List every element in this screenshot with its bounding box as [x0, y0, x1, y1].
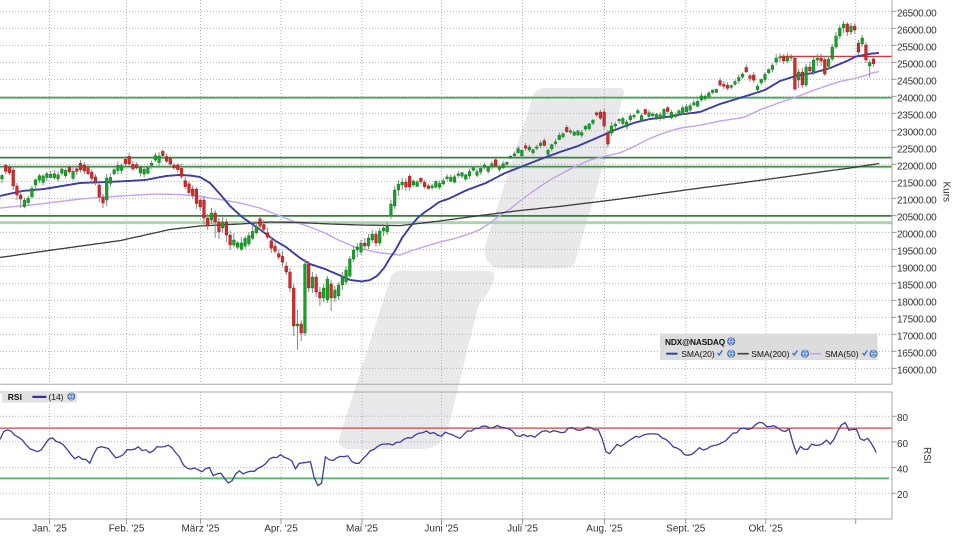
svg-text:25000.00: 25000.00 — [897, 59, 937, 70]
svg-text:Feb. '25: Feb. '25 — [109, 524, 145, 535]
svg-text:19500.00: 19500.00 — [897, 246, 937, 257]
svg-text:SMA(200): SMA(200) — [751, 349, 789, 359]
svg-text:Aug. '25: Aug. '25 — [586, 524, 623, 535]
svg-text:(14): (14) — [48, 392, 63, 402]
svg-text:80: 80 — [897, 413, 909, 424]
svg-text:21500.00: 21500.00 — [897, 178, 937, 189]
svg-text:Jan. '25: Jan. '25 — [32, 524, 67, 535]
svg-text:Sept. '25: Sept. '25 — [666, 524, 706, 535]
svg-text:Okt. '25: Okt. '25 — [749, 524, 784, 535]
svg-text:17000.00: 17000.00 — [897, 331, 937, 342]
svg-text:18000.00: 18000.00 — [897, 297, 937, 308]
svg-text:24000.00: 24000.00 — [897, 93, 937, 104]
svg-text:16500.00: 16500.00 — [897, 348, 937, 359]
svg-text:Apr. '25: Apr. '25 — [264, 524, 298, 535]
svg-text:23500.00: 23500.00 — [897, 110, 937, 121]
svg-text:24500.00: 24500.00 — [897, 76, 937, 87]
svg-text:SMA(20): SMA(20) — [681, 349, 715, 359]
svg-text:RSI: RSI — [921, 447, 932, 464]
svg-text:20000.00: 20000.00 — [897, 229, 937, 240]
svg-text:21000.00: 21000.00 — [897, 195, 937, 206]
svg-text:RSI: RSI — [8, 392, 22, 402]
svg-text:19000.00: 19000.00 — [897, 263, 937, 274]
svg-text:17500.00: 17500.00 — [897, 314, 937, 325]
svg-text:März '25: März '25 — [181, 524, 219, 535]
svg-text:26000.00: 26000.00 — [897, 25, 937, 36]
svg-text:60: 60 — [897, 439, 909, 450]
svg-text:NDX@NASDAQ: NDX@NASDAQ — [665, 337, 726, 347]
svg-text:20: 20 — [897, 490, 909, 501]
svg-text:Juni '25: Juni '25 — [424, 524, 459, 535]
svg-text:16000.00: 16000.00 — [897, 365, 937, 376]
svg-text:26500.00: 26500.00 — [897, 8, 937, 19]
svg-text:Juli '25: Juli '25 — [507, 524, 538, 535]
svg-text:20500.00: 20500.00 — [897, 212, 937, 223]
svg-text:22500.00: 22500.00 — [897, 144, 937, 155]
svg-text:23000.00: 23000.00 — [897, 127, 937, 138]
svg-text:25500.00: 25500.00 — [897, 42, 937, 53]
svg-text:40: 40 — [897, 465, 909, 476]
svg-text:22000.00: 22000.00 — [897, 161, 937, 172]
svg-text:SMA(50): SMA(50) — [825, 349, 859, 359]
svg-text:Mai '25: Mai '25 — [346, 524, 378, 535]
svg-text:18500.00: 18500.00 — [897, 280, 937, 291]
svg-text:Kurs: Kurs — [941, 182, 952, 203]
